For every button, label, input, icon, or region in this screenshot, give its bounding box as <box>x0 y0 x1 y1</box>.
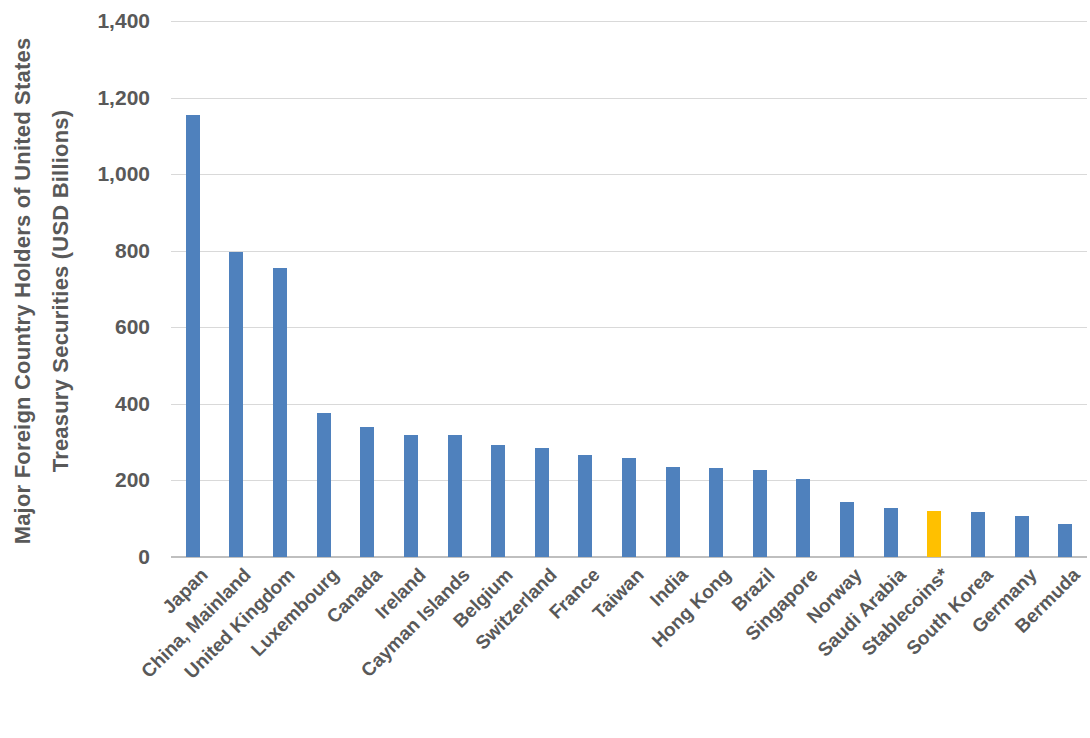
bar-stablecoins <box>927 511 941 557</box>
gridline <box>171 98 1087 99</box>
bar-canada <box>360 427 374 557</box>
gridline <box>171 174 1087 175</box>
bar-germany <box>1015 516 1029 557</box>
y-axis-tick-label: 1,400 <box>0 8 150 34</box>
bar-united-kingdom <box>273 268 287 557</box>
y-axis-tick-label: 0 <box>0 544 150 570</box>
y-axis-tick-label: 800 <box>0 238 150 264</box>
bar-hong-kong <box>709 468 723 557</box>
gridline <box>171 251 1087 252</box>
bar-india <box>666 467 680 557</box>
bar-chart: Major Foreign Country Holders of United … <box>0 0 1090 738</box>
gridline <box>171 404 1087 405</box>
bar-luxembourg <box>317 413 331 557</box>
bar-japan <box>186 115 200 557</box>
gridline <box>171 21 1087 22</box>
bar-saudi-arabia <box>884 508 898 557</box>
y-axis-tick-label: 200 <box>0 467 150 493</box>
y-axis-tick-label: 600 <box>0 314 150 340</box>
bar-cayman-islands <box>448 435 462 557</box>
y-axis-tick-label: 1,200 <box>0 85 150 111</box>
bar-belgium <box>491 445 505 557</box>
bar-france <box>578 455 592 557</box>
bar-singapore <box>796 479 810 557</box>
bar-south-korea <box>971 512 985 557</box>
bar-taiwan <box>622 458 636 557</box>
bar-switzerland <box>535 448 549 557</box>
y-axis-tick-label: 400 <box>0 391 150 417</box>
bar-norway <box>840 502 854 557</box>
gridline <box>171 327 1087 328</box>
bar-china-mainland <box>229 252 243 557</box>
bar-ireland <box>404 435 418 557</box>
bar-brazil <box>753 470 767 557</box>
bar-bermuda <box>1058 524 1072 557</box>
y-axis-tick-label: 1,000 <box>0 161 150 187</box>
